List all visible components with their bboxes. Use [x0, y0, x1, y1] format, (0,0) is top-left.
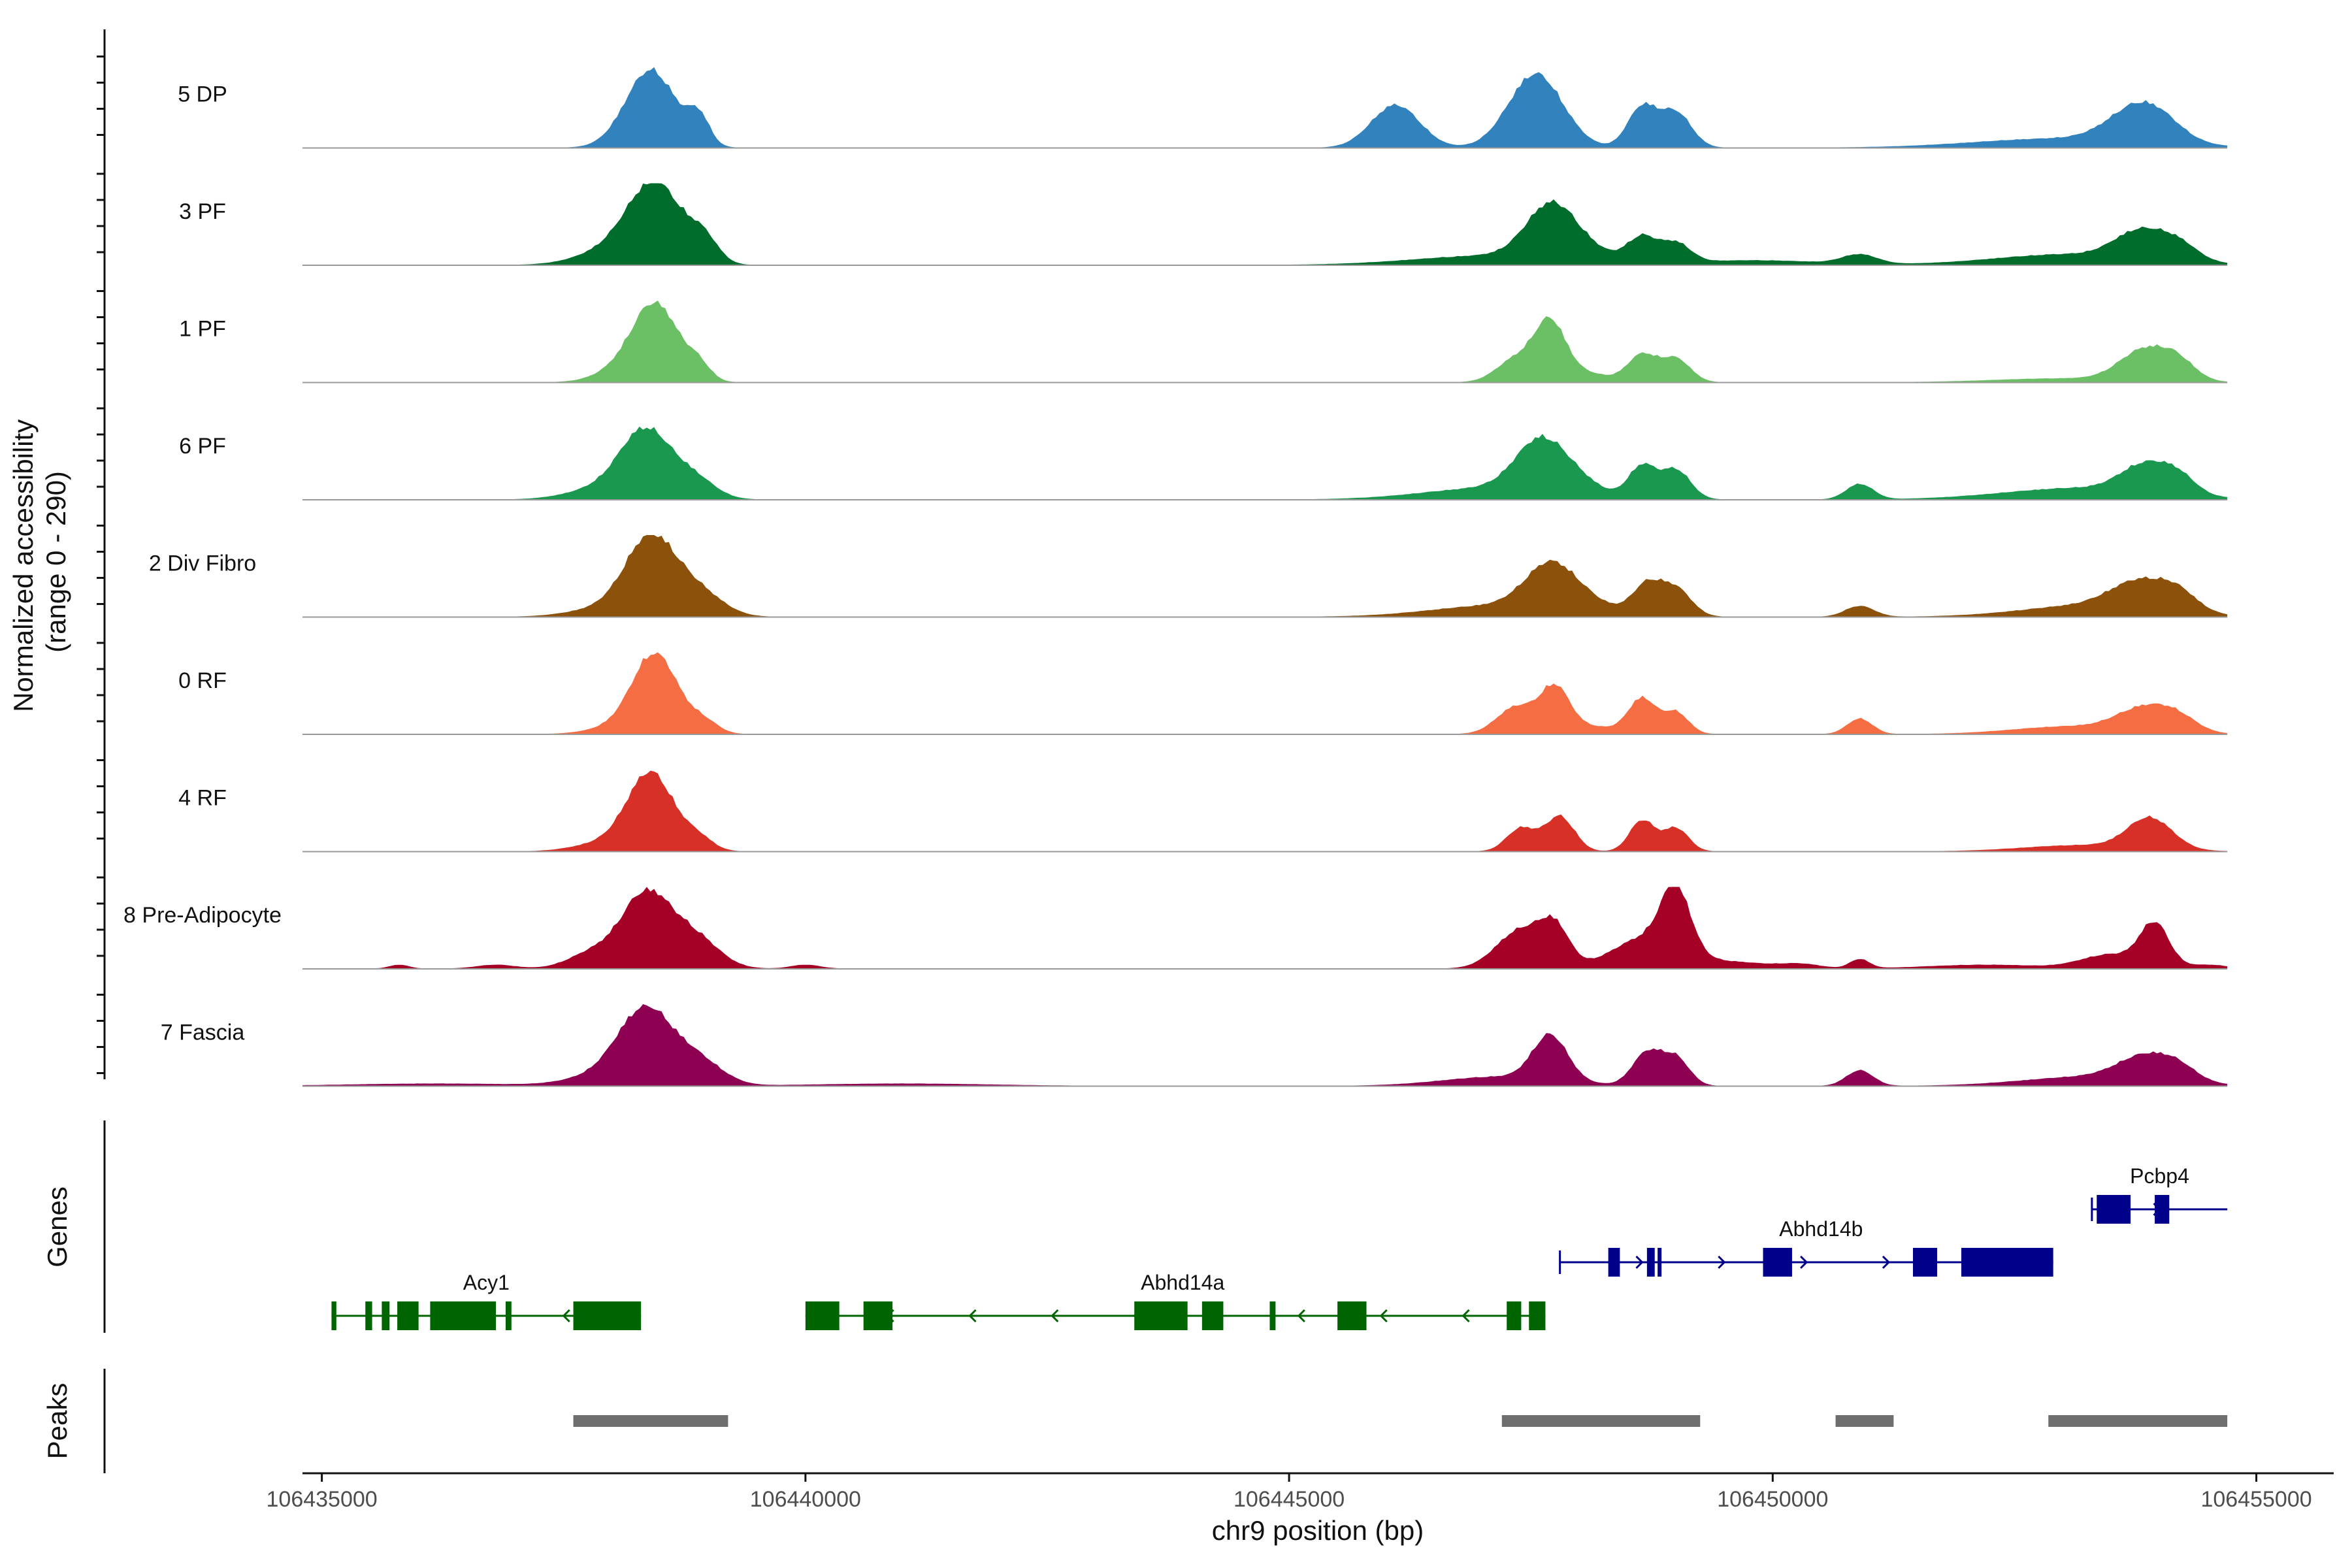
- coverage-area: [302, 67, 2228, 148]
- x-tick-label: 106450000: [1717, 1487, 1828, 1512]
- track-label: 2 Div Fibro: [149, 551, 256, 576]
- track-1: 3 PF: [179, 183, 2228, 266]
- gene-label: Pcbp4: [2130, 1164, 2189, 1188]
- exon-block: [1507, 1301, 1522, 1330]
- coverage-area: [302, 652, 2228, 734]
- track-8: 7 Fascia: [161, 1004, 2228, 1087]
- strand-arrow: [1051, 1309, 1059, 1323]
- coverage-area: [302, 1004, 2228, 1086]
- strand-arrow: [562, 1309, 570, 1323]
- gene-pcbp4: Pcbp4: [2091, 1164, 2228, 1224]
- gene-label: Abhd14a: [1141, 1271, 1224, 1294]
- gene-label: Acy1: [463, 1271, 510, 1294]
- gene-acy1: Acy1: [331, 1271, 642, 1330]
- track-label: 5 DP: [178, 82, 227, 106]
- y-axis-title-line2: (range 0 - 290): [41, 471, 71, 653]
- exon-block: [2155, 1195, 2170, 1224]
- x-tick-label: 106455000: [2200, 1487, 2311, 1512]
- gene-abhd14b: Abhd14b: [1559, 1217, 2053, 1277]
- exon-block: [863, 1301, 893, 1330]
- exon-block: [1269, 1301, 1276, 1330]
- strand-arrow: [1800, 1255, 1808, 1269]
- y-axis-title-line1: Normalized accessibility: [8, 419, 39, 712]
- exon-block: [1134, 1301, 1188, 1330]
- exon-block: [1201, 1301, 1224, 1330]
- exon-block: [2097, 1195, 2131, 1224]
- x-tick-label: 106435000: [267, 1487, 378, 1512]
- track-label: 7 Fascia: [161, 1020, 245, 1045]
- exon-block: [1912, 1248, 1938, 1277]
- gene-label: Abhd14b: [1779, 1217, 1863, 1241]
- strand-arrow: [1462, 1309, 1470, 1323]
- exon-block: [1608, 1248, 1620, 1277]
- track-label: 6 PF: [179, 434, 226, 459]
- strand-arrow: [1635, 1255, 1644, 1269]
- peak-region-bar: [1835, 1415, 1894, 1427]
- exon-block: [1529, 1301, 1546, 1330]
- y-axis-title: Normalized accessibility (range 0 - 290): [8, 412, 71, 712]
- peak-region-bar: [2048, 1415, 2228, 1427]
- peak-region-bar: [1501, 1415, 1701, 1427]
- coverage-area: [302, 183, 2228, 265]
- coverage-area: [302, 426, 2228, 500]
- track-label: 4 RF: [178, 785, 227, 810]
- exon-block: [397, 1301, 419, 1330]
- gene-abhd14a: Abhd14a: [805, 1271, 1546, 1330]
- track-5: 0 RF: [178, 652, 2228, 735]
- peaks-title: Peaks: [42, 1383, 73, 1460]
- exon-block: [430, 1301, 497, 1330]
- coverage-area: [302, 301, 2228, 383]
- coverage-area: [302, 770, 2228, 852]
- exon-block: [1763, 1248, 1792, 1277]
- strand-arrow: [968, 1309, 977, 1323]
- track-label: 3 PF: [179, 199, 226, 224]
- track-0: 5 DP: [178, 67, 2228, 149]
- exon-block: [573, 1301, 642, 1330]
- exon-block: [365, 1301, 372, 1330]
- exon-block: [382, 1301, 390, 1330]
- track-label: 0 RF: [178, 668, 227, 693]
- track-7: 8 Pre-Adipocyte: [123, 887, 2228, 970]
- x-axis-ticks: 106435000 106440000 106445000 106450000 1064…: [267, 1473, 2312, 1512]
- exon-block: [805, 1301, 840, 1330]
- exon-block: [1961, 1248, 2053, 1277]
- coverage-area: [302, 887, 2228, 969]
- strand-arrow: [1379, 1309, 1388, 1323]
- coverage-area: [302, 535, 2228, 617]
- x-axis-title: chr9 position (bp): [1212, 1515, 1424, 1546]
- track-3: 6 PF: [179, 426, 2228, 500]
- strand-arrow: [1297, 1309, 1305, 1323]
- track-label: 8 Pre-Adipocyte: [123, 903, 282, 928]
- coverage-y-ticks: [97, 56, 105, 1074]
- x-tick-label: 106445000: [1233, 1487, 1345, 1512]
- coverage-tracks: 5 DP 3 PF 1 PF 6 PF 2 Div Fibro 0 RF 4 RF 8 Pre…: [123, 67, 2228, 1087]
- peak-region-bar: [573, 1415, 728, 1427]
- exon-block: [1658, 1248, 1662, 1277]
- strand-arrow: [1882, 1255, 1891, 1269]
- x-tick-label: 106440000: [750, 1487, 861, 1512]
- track-2: 1 PF: [179, 301, 2228, 384]
- track-label: 1 PF: [179, 316, 226, 341]
- track-4: 2 Div Fibro: [149, 535, 2228, 618]
- exon-block: [505, 1301, 512, 1330]
- track-6: 4 RF: [178, 770, 2228, 853]
- peak-regions: [573, 1415, 2228, 1427]
- strand-arrow: [1718, 1255, 1726, 1269]
- gene-annotations: Acy1 Abhd14a Abhd14b Pcbp4: [331, 1164, 2228, 1330]
- exon-block: [1646, 1248, 1655, 1277]
- exon-block: [1337, 1301, 1367, 1330]
- exon-block: [331, 1301, 336, 1330]
- genes-title: Genes: [42, 1186, 73, 1267]
